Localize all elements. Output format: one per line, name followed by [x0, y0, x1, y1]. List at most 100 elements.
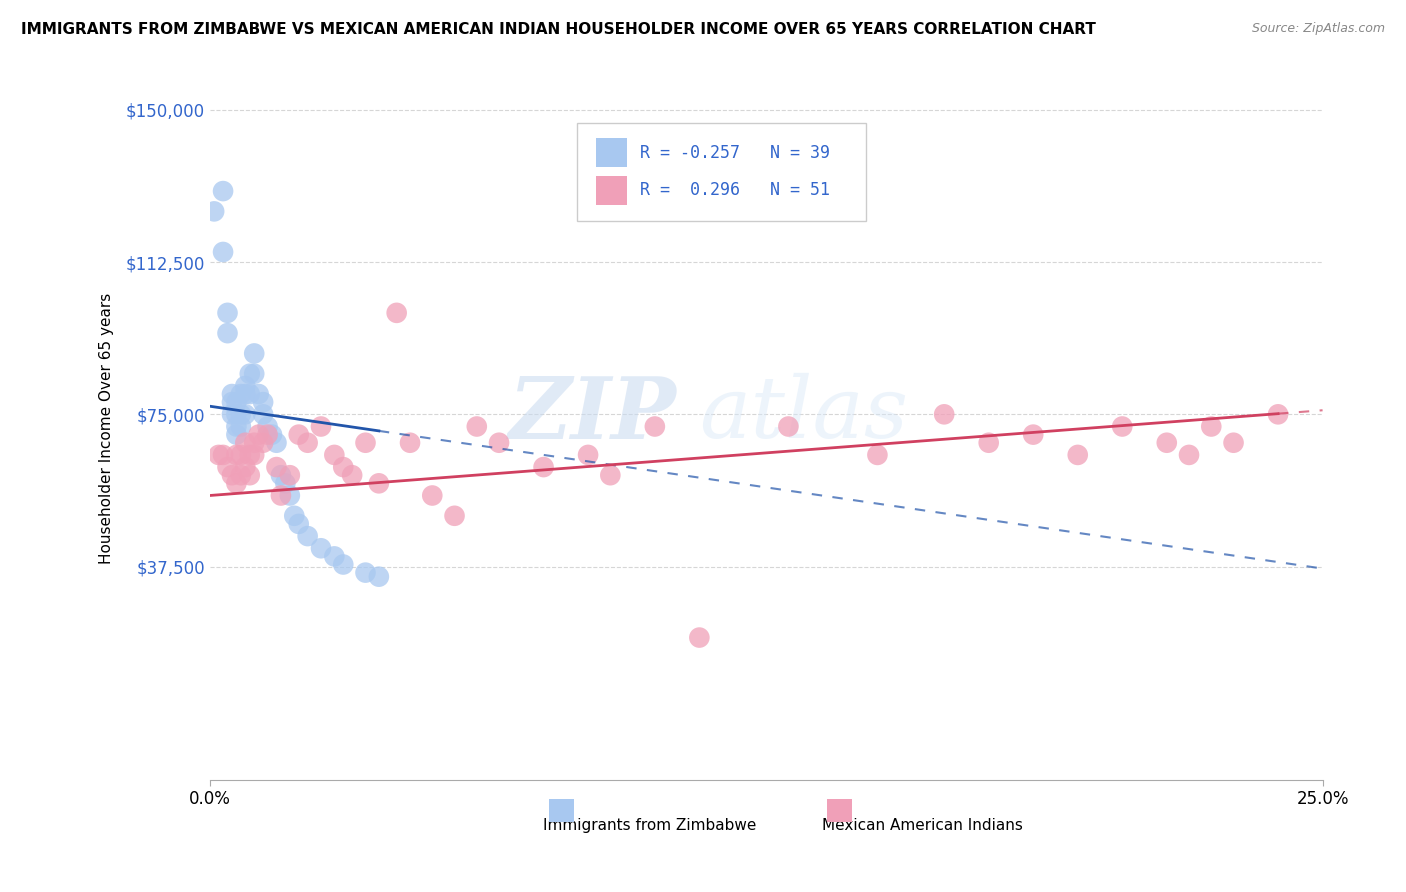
- Point: [488, 435, 510, 450]
- Point: [332, 460, 354, 475]
- Point: [239, 468, 262, 483]
- Text: Source: ZipAtlas.com: Source: ZipAtlas.com: [1251, 22, 1385, 36]
- Point: [465, 419, 488, 434]
- Point: [225, 407, 247, 421]
- Point: [256, 419, 278, 434]
- Point: [340, 468, 363, 483]
- Point: [533, 460, 555, 475]
- Point: [266, 435, 288, 450]
- Point: [1156, 435, 1178, 450]
- Text: Mexican American Indians: Mexican American Indians: [821, 818, 1022, 833]
- Point: [233, 460, 256, 475]
- Point: [866, 448, 889, 462]
- Point: [367, 476, 389, 491]
- Point: [252, 435, 274, 450]
- Point: [233, 387, 256, 401]
- Point: [229, 468, 252, 483]
- Point: [420, 488, 443, 502]
- Point: [247, 427, 270, 442]
- Point: [270, 488, 292, 502]
- Point: [278, 468, 301, 483]
- Point: [217, 460, 239, 475]
- Point: [297, 435, 319, 450]
- Point: [283, 508, 305, 523]
- Point: [688, 631, 710, 645]
- FancyBboxPatch shape: [596, 138, 627, 168]
- Point: [1201, 419, 1223, 434]
- Point: [354, 435, 377, 450]
- Point: [1111, 419, 1133, 434]
- Point: [225, 427, 247, 442]
- Point: [221, 395, 243, 409]
- Point: [287, 427, 309, 442]
- Point: [256, 427, 278, 442]
- Point: [309, 419, 332, 434]
- Point: [221, 387, 243, 401]
- Point: [225, 419, 247, 434]
- Point: [278, 488, 301, 502]
- Point: [221, 407, 243, 421]
- Point: [309, 541, 332, 556]
- Point: [207, 448, 229, 462]
- Point: [252, 395, 274, 409]
- Text: Immigrants from Zimbabwe: Immigrants from Zimbabwe: [543, 818, 756, 833]
- Y-axis label: Householder Income Over 65 years: Householder Income Over 65 years: [100, 293, 114, 564]
- Point: [274, 476, 297, 491]
- Point: [1222, 435, 1244, 450]
- Point: [212, 448, 235, 462]
- FancyBboxPatch shape: [550, 799, 574, 822]
- Point: [1067, 448, 1090, 462]
- Point: [243, 435, 266, 450]
- Point: [243, 448, 266, 462]
- Point: [221, 468, 243, 483]
- Point: [1267, 407, 1289, 421]
- Point: [332, 558, 354, 572]
- Point: [323, 448, 346, 462]
- Point: [239, 448, 262, 462]
- Point: [229, 407, 252, 421]
- Point: [443, 508, 465, 523]
- Point: [225, 476, 247, 491]
- Point: [225, 395, 247, 409]
- Text: R =  0.296   N = 51: R = 0.296 N = 51: [640, 181, 831, 200]
- Point: [576, 448, 599, 462]
- Point: [354, 566, 377, 580]
- Point: [934, 407, 956, 421]
- Point: [233, 435, 256, 450]
- Point: [252, 407, 274, 421]
- Point: [243, 346, 266, 360]
- Point: [260, 427, 283, 442]
- Point: [217, 326, 239, 340]
- Point: [239, 367, 262, 381]
- Point: [399, 435, 422, 450]
- Point: [202, 204, 225, 219]
- Point: [266, 460, 288, 475]
- Text: R = -0.257   N = 39: R = -0.257 N = 39: [640, 144, 831, 161]
- Point: [239, 387, 262, 401]
- FancyBboxPatch shape: [827, 799, 852, 822]
- Point: [367, 570, 389, 584]
- Point: [297, 529, 319, 543]
- Point: [270, 468, 292, 483]
- Text: ZIP: ZIP: [509, 373, 678, 456]
- Point: [229, 419, 252, 434]
- Point: [323, 549, 346, 564]
- Point: [644, 419, 666, 434]
- Point: [243, 367, 266, 381]
- Point: [385, 306, 408, 320]
- FancyBboxPatch shape: [576, 123, 866, 221]
- Point: [233, 379, 256, 393]
- Point: [599, 468, 621, 483]
- Point: [212, 244, 235, 259]
- Point: [212, 184, 235, 198]
- Point: [977, 435, 1000, 450]
- Point: [1022, 427, 1045, 442]
- Point: [287, 516, 309, 531]
- Text: IMMIGRANTS FROM ZIMBABWE VS MEXICAN AMERICAN INDIAN HOUSEHOLDER INCOME OVER 65 Y: IMMIGRANTS FROM ZIMBABWE VS MEXICAN AMER…: [21, 22, 1095, 37]
- FancyBboxPatch shape: [596, 176, 627, 205]
- Point: [229, 448, 252, 462]
- Point: [229, 387, 252, 401]
- Text: atlas: atlas: [699, 373, 908, 456]
- Point: [233, 407, 256, 421]
- Point: [225, 448, 247, 462]
